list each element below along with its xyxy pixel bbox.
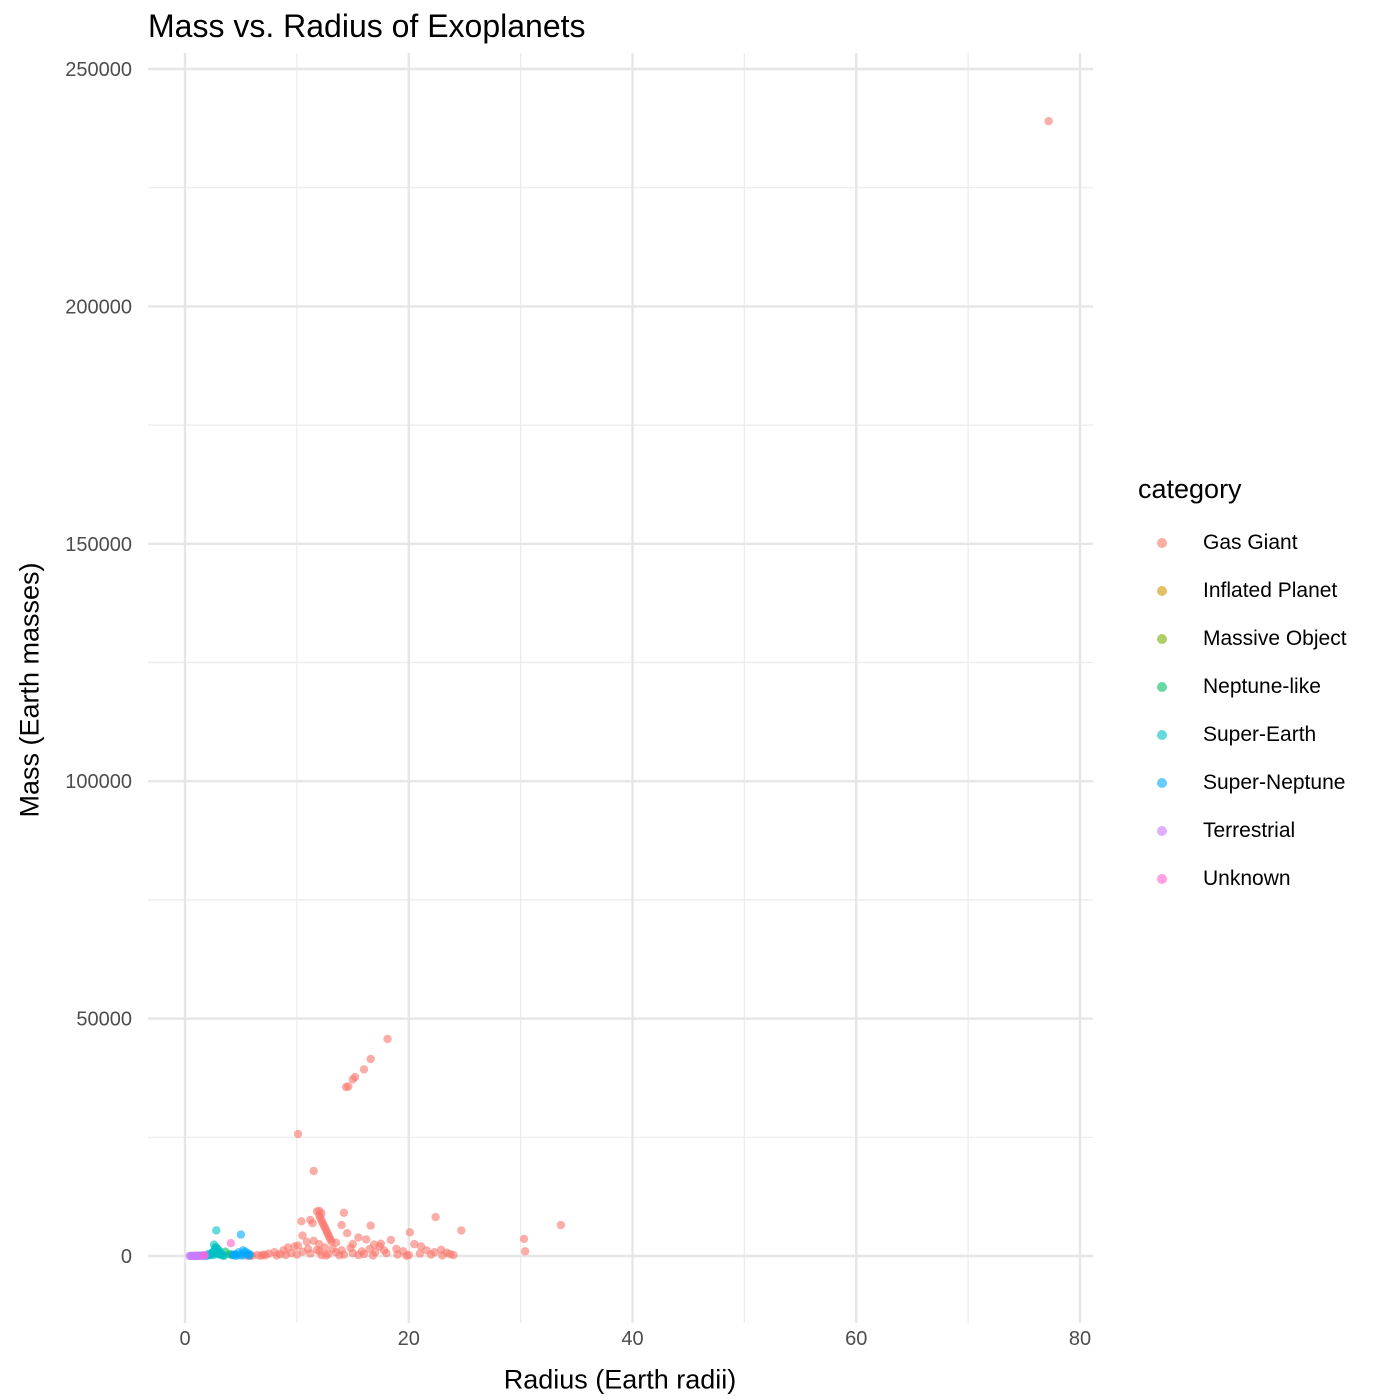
x-axis-label: Radius (Earth radii) (503, 1364, 737, 1395)
legend-key (1157, 634, 1167, 644)
data-point (335, 1251, 344, 1260)
data-point (366, 1221, 375, 1230)
y-tick-label: 50000 (76, 1009, 132, 1031)
data-point (236, 1230, 246, 1239)
data-point (281, 1250, 290, 1260)
data-point (256, 1251, 266, 1261)
data-point (321, 1251, 331, 1260)
data-point (191, 1251, 200, 1261)
x-tick-label: 60 (845, 1328, 867, 1350)
legend-items: Gas Giant Inflated Planet Massive Object Ne… (1138, 519, 1347, 903)
y-tick-label: 100000 (65, 771, 132, 793)
x-axis-ticks: 0 20 40 60 80 (179, 1328, 1091, 1350)
legend-key (1157, 682, 1167, 692)
legend-key (1157, 586, 1167, 596)
data-point (520, 1247, 530, 1256)
data-point (348, 1075, 357, 1084)
x-tick-label: 0 (179, 1328, 190, 1350)
data-point (339, 1208, 349, 1218)
data-point (354, 1233, 363, 1242)
data-point (410, 1239, 419, 1249)
legend-label: Unknown (1203, 867, 1291, 890)
legend-item: Super-Earth (1138, 711, 1347, 759)
data-point (337, 1220, 346, 1230)
data-point (438, 1251, 447, 1260)
data-point (309, 1166, 318, 1176)
y-axis-label: Mass (Earth masses) (14, 562, 45, 818)
data-point (366, 1054, 375, 1064)
data-point (556, 1220, 566, 1230)
data-point (376, 1239, 385, 1248)
legend-label: Terrestrial (1203, 819, 1296, 842)
legend: category Gas Giant Inflated Planet Massive… (1138, 474, 1347, 903)
data-point (457, 1226, 466, 1235)
y-axis-ticks: 0 50000 100000 150000 200000 250000 (65, 59, 132, 1268)
data-point (415, 1249, 425, 1258)
data-point (308, 1219, 317, 1228)
data-points (185, 117, 1053, 1261)
data-point (431, 1212, 440, 1222)
legend-title: category (1138, 474, 1242, 504)
gridlines (148, 53, 1093, 1323)
data-point (290, 1242, 299, 1251)
legend-item: Terrestrial (1138, 807, 1347, 855)
legend-label: Super-Neptune (1203, 771, 1346, 794)
data-point (297, 1217, 306, 1226)
data-point (383, 1034, 392, 1044)
data-point (386, 1235, 396, 1245)
x-tick-label: 80 (1069, 1328, 1091, 1350)
data-point (302, 1237, 312, 1247)
x-tick-label: 40 (621, 1328, 643, 1350)
data-point (393, 1250, 402, 1259)
legend-key (1157, 538, 1167, 548)
data-point (209, 1250, 218, 1260)
data-point (449, 1250, 458, 1260)
legend-label: Gas Giant (1203, 531, 1298, 554)
legend-item: Neptune-like (1138, 663, 1347, 711)
data-point (519, 1234, 529, 1244)
data-point (226, 1239, 236, 1248)
data-point (292, 1250, 302, 1259)
x-tick-label: 20 (398, 1328, 420, 1350)
data-point (293, 1129, 303, 1139)
y-tick-label: 200000 (65, 296, 132, 318)
y-tick-label: 150000 (65, 534, 132, 556)
legend-label: Massive Object (1203, 627, 1347, 650)
legend-key (1157, 826, 1167, 836)
data-point (341, 1082, 351, 1092)
data-point (343, 1229, 352, 1238)
data-point (426, 1250, 436, 1259)
legend-item: Super-Neptune (1138, 759, 1347, 807)
data-point (354, 1250, 363, 1260)
legend-label: Inflated Planet (1203, 579, 1338, 602)
data-point (306, 1249, 315, 1258)
data-point (212, 1226, 221, 1235)
data-point (402, 1251, 411, 1261)
legend-item: Unknown (1138, 855, 1347, 903)
legend-label: Neptune-like (1203, 675, 1321, 698)
data-point (235, 1250, 244, 1260)
data-point (272, 1251, 281, 1260)
data-point (405, 1228, 415, 1237)
y-tick-label: 0 (121, 1246, 132, 1268)
data-point (199, 1251, 209, 1260)
legend-item: Massive Object (1138, 615, 1347, 663)
legend-item: Inflated Planet (1138, 567, 1347, 615)
legend-item: Gas Giant (1138, 519, 1347, 567)
data-point (309, 1236, 318, 1246)
legend-key (1157, 730, 1167, 740)
legend-key (1157, 874, 1167, 884)
chart-title: Mass vs. Radius of Exoplanets (148, 8, 586, 44)
data-point (359, 1065, 369, 1074)
legend-key (1157, 778, 1167, 788)
y-tick-label: 250000 (65, 59, 132, 81)
data-point (382, 1249, 391, 1258)
data-point (1044, 117, 1053, 126)
data-point (331, 1238, 341, 1247)
data-point (368, 1251, 378, 1260)
data-point (362, 1235, 371, 1244)
data-point (298, 1231, 307, 1240)
legend-label: Super-Earth (1203, 723, 1317, 746)
